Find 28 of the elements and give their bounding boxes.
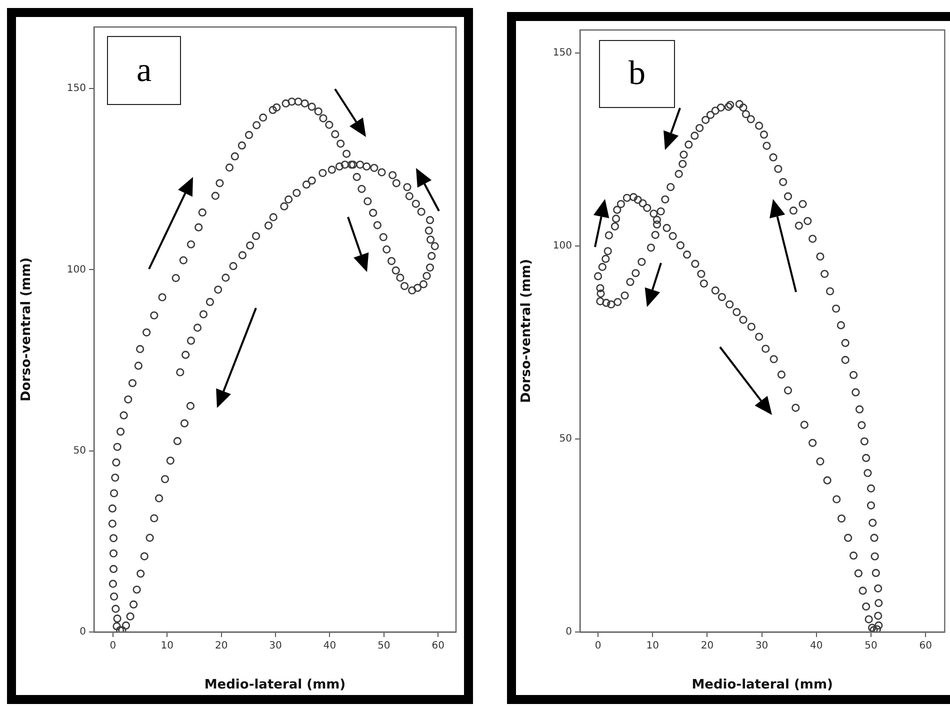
y-tick-label: 0 <box>80 626 86 638</box>
x-tick-label: 50 <box>378 640 390 652</box>
x-tick-label: 40 <box>323 640 336 652</box>
y-tick-label: 100 <box>552 240 572 252</box>
x-tick-label: 60 <box>919 640 932 652</box>
y-tick-label: 150 <box>552 48 572 59</box>
x-tick-label: 0 <box>594 640 602 652</box>
y-tick-label: 150 <box>66 83 86 94</box>
x-axis-title: Medio-lateral (mm) <box>692 678 833 693</box>
x-tick-label: 40 <box>810 640 823 652</box>
x-tick-label: 10 <box>646 640 659 652</box>
x-tick-label: 20 <box>214 640 228 652</box>
x-tick-label: 10 <box>160 640 174 652</box>
y-tick-label: 100 <box>66 264 86 276</box>
y-tick-label: 50 <box>559 434 572 445</box>
y-axis-title: Dorso-ventral (mm) <box>519 258 534 404</box>
text: b <box>599 40 675 108</box>
x-tick-label: 60 <box>432 640 444 652</box>
x-tick-label: 50 <box>864 640 878 652</box>
x-tick-label: 30 <box>755 640 768 652</box>
y-tick-label: 50 <box>73 445 86 456</box>
x-axis-title: Medio-lateral (mm) <box>204 678 346 693</box>
y-axis-title: Dorso-ventral (mm) <box>19 257 34 402</box>
x-tick-label: 30 <box>269 640 282 652</box>
x-tick-label: 0 <box>110 640 116 652</box>
text: a <box>107 36 181 105</box>
x-tick-label: 20 <box>700 640 714 652</box>
y-tick-label: 0 <box>566 626 572 638</box>
